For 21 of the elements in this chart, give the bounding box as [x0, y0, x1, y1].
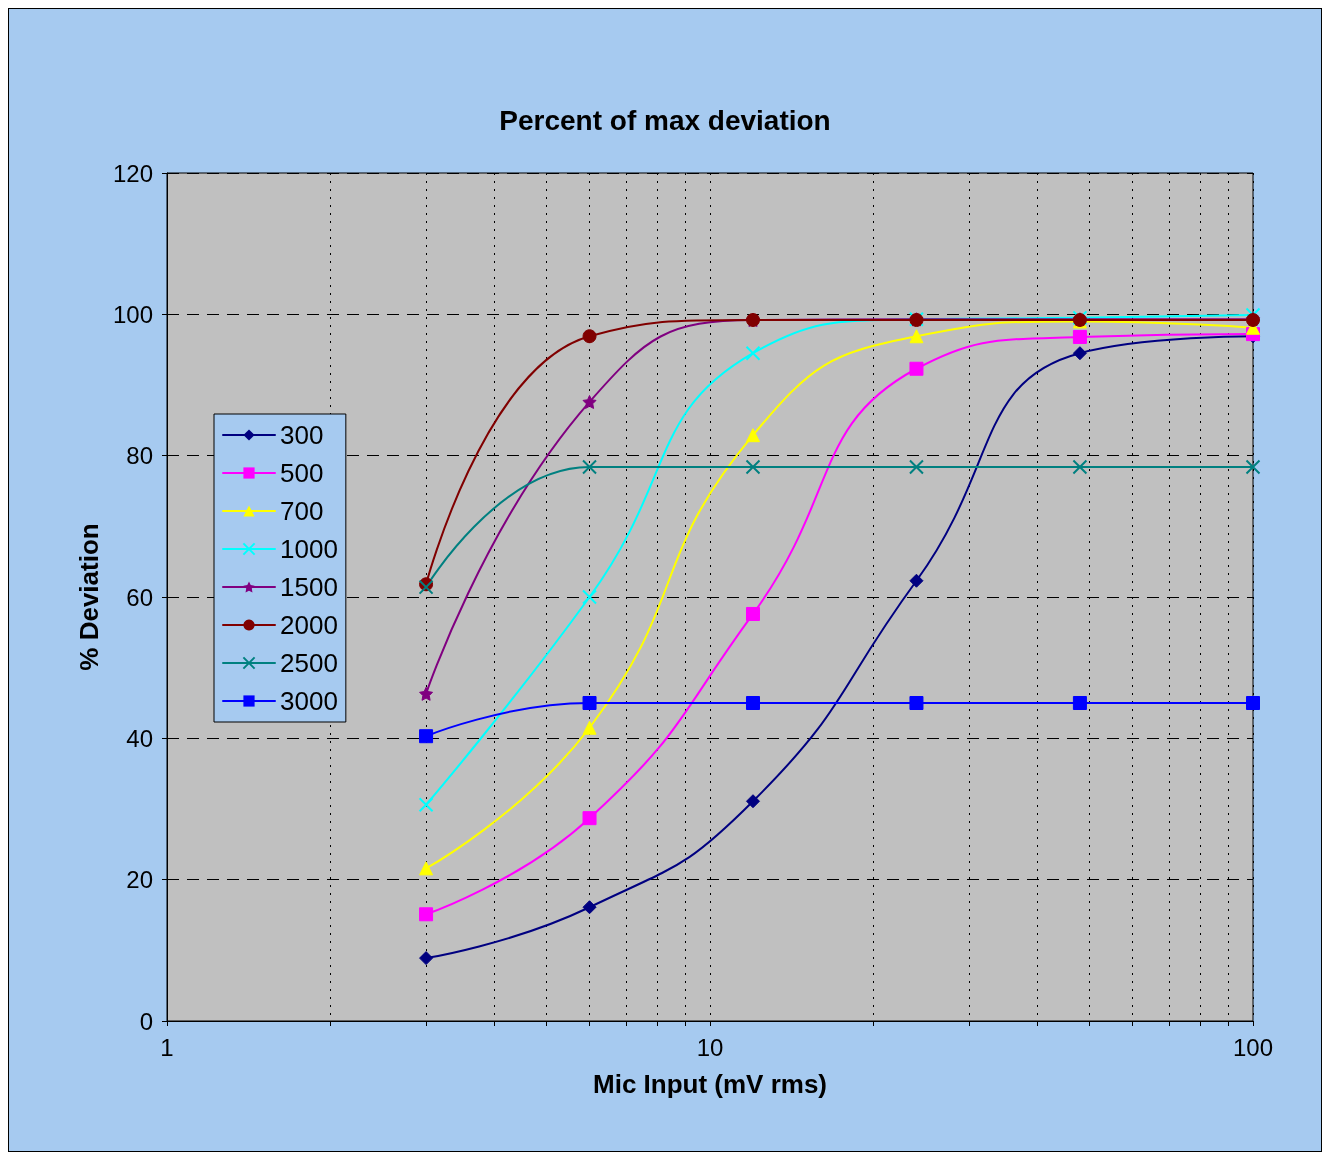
- legend-label: 2000: [280, 610, 338, 640]
- x-axis-title: Mic Input (mV rms): [592, 1069, 828, 1099]
- legend-label: 500: [280, 458, 324, 488]
- legend-label: 1500: [280, 572, 338, 602]
- y-tick-label: 0: [139, 1007, 153, 1035]
- legend-label: 300: [280, 420, 324, 450]
- x-tick-label: 1: [160, 1033, 174, 1061]
- y-tick-label: 60: [126, 583, 153, 611]
- y-axis-title: % Deviation: [74, 523, 105, 671]
- legend-label: 2500: [280, 648, 338, 678]
- chart-title: Percent of max deviation: [499, 104, 831, 136]
- y-tick-label: 40: [126, 724, 153, 752]
- x-tick-label: 100: [1232, 1033, 1274, 1061]
- legend-label: 700: [280, 496, 324, 526]
- x-tick-label: 10: [696, 1033, 724, 1061]
- legend-label: 3000: [280, 686, 338, 716]
- y-tick-label: 120: [112, 159, 153, 187]
- y-tick-label: 100: [112, 300, 153, 328]
- legend-label: 1000: [280, 534, 338, 564]
- y-tick-label: 20: [126, 866, 153, 894]
- y-tick-label: 80: [126, 442, 153, 470]
